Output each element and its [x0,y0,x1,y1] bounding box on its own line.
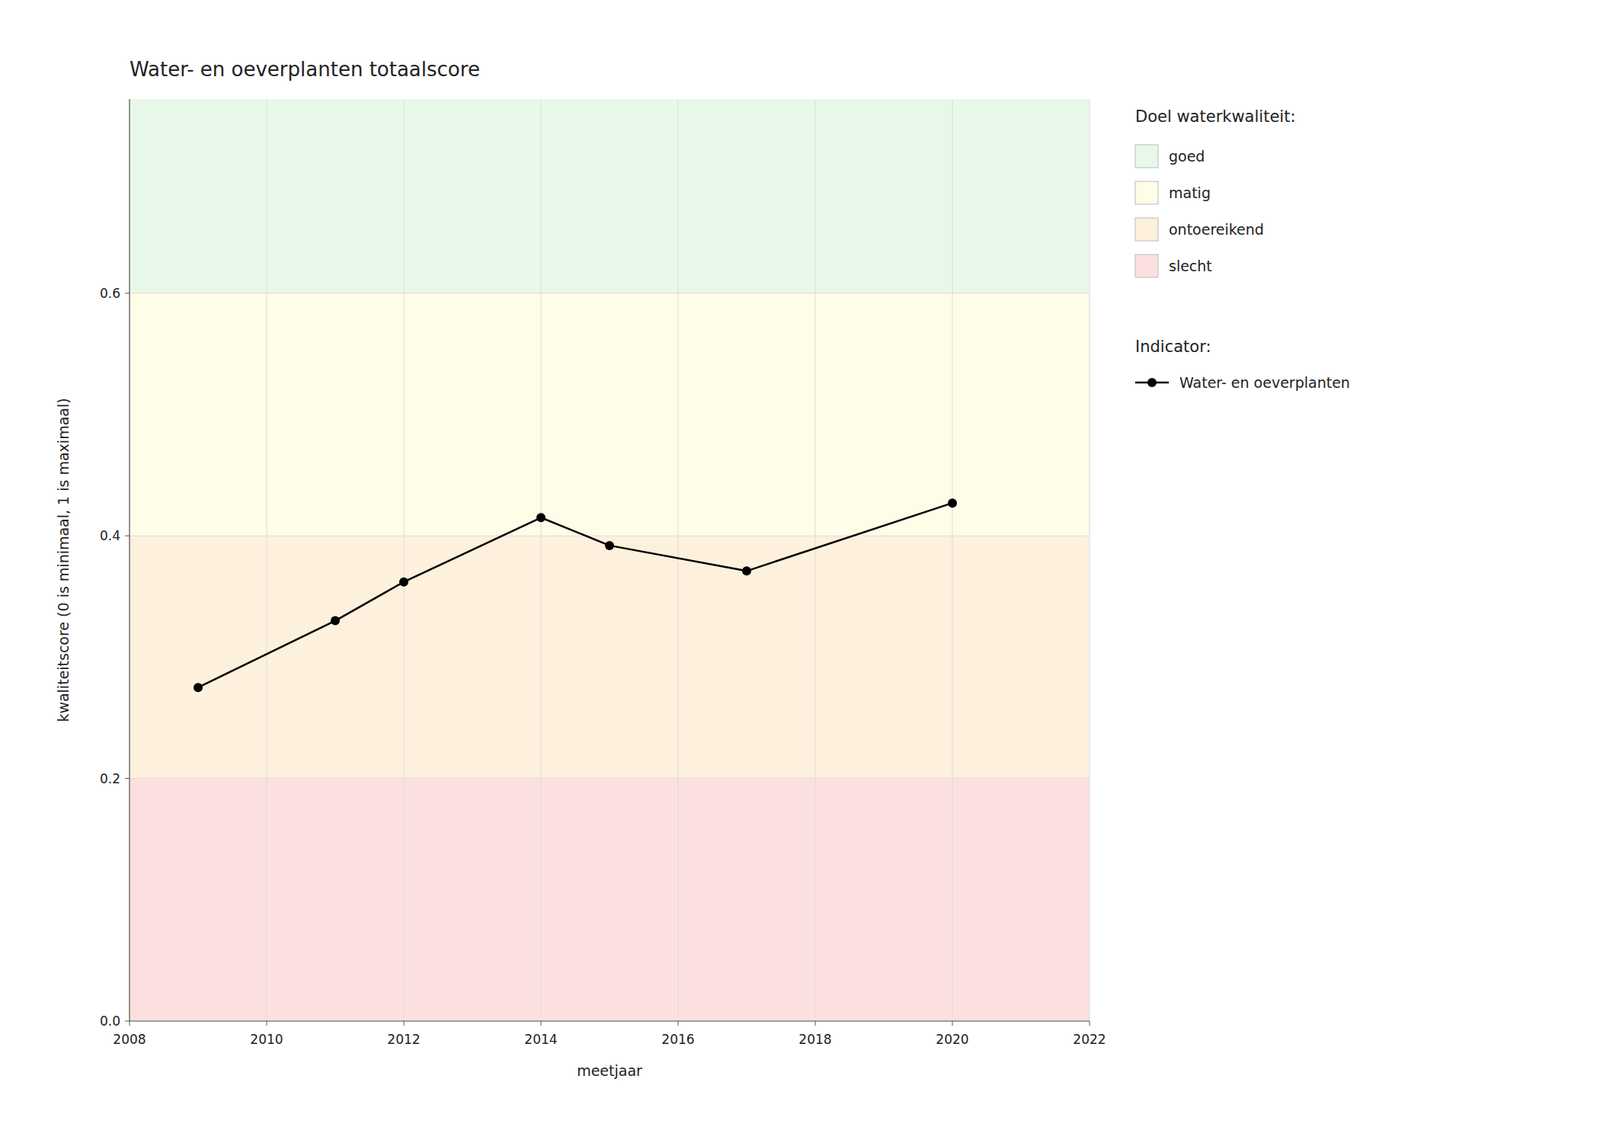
grid-line-x [1089,99,1091,1021]
x-tick [952,1020,954,1026]
x-tick-label: 2014 [524,1031,557,1047]
x-tick [129,1020,131,1026]
grid-line-x [403,99,405,1021]
grid-line-x [678,99,679,1021]
grid-line-x [540,99,542,1021]
grid [129,99,1090,1021]
line [198,502,953,688]
band [129,778,1090,1021]
legend-label: matig [1168,184,1211,202]
point [947,498,957,508]
x-tick-label: 2008 [112,1031,146,1047]
grid-line-x [952,99,954,1021]
x-tick [403,1020,405,1026]
point [604,540,615,551]
y-axis-label: kwaliteitscore (0 is minimaal, 1 is maxi… [54,397,72,722]
point [399,577,409,587]
grid-line-x [129,99,131,1021]
legend-label: Water- en oeverplanten [1179,374,1351,391]
legend-label: goed [1168,147,1205,165]
grid-line-x [266,99,268,1021]
series-group [193,498,957,692]
x-tick [815,1020,816,1026]
legend: Doel waterkwaliteit: goed matig ontoereiken… [1135,107,1351,391]
x-axis-label: meetjaar [576,1062,643,1079]
y-tick [124,1020,130,1022]
title: Water- en oeverplanten totaalscore [129,57,480,81]
y-axis-line [128,99,130,1021]
legend-title: Doel waterkwaliteit: [1135,107,1296,126]
x-tick-label: 2010 [249,1031,283,1047]
legend-swatch [1135,217,1159,241]
legend-marker [1147,377,1157,388]
point [536,512,546,522]
x-tick [678,1020,679,1026]
band [129,535,1090,778]
grid-line-y [129,777,1090,779]
point [330,616,340,626]
legend-label: slecht [1168,257,1213,275]
x-axis-line [129,1020,1090,1021]
x-tick [1089,1020,1091,1026]
chart: 2008 2010 2012 2014 2016 2018 2020 2022 0.0 0.2 0.… [0,0,1600,1143]
x-tick-label: 2018 [798,1031,832,1047]
y-tick [124,292,130,294]
x-tick-label: 2016 [661,1031,695,1047]
y-tick-label: 0.2 [99,771,121,787]
band [129,99,1090,294]
legend-swatch [1135,254,1159,278]
y-tick [124,535,130,537]
y-tick-label: 0.6 [99,285,121,301]
point [742,566,752,576]
x-tick [540,1020,542,1026]
grid-line-y [129,1020,1090,1022]
x-tick [266,1020,268,1026]
legend-swatch [1135,181,1159,205]
legend-swatch [1135,144,1159,168]
x-tick-label: 2020 [935,1031,969,1047]
x-tick-label: 2022 [1072,1031,1106,1047]
y-tick [124,777,130,779]
y-tick-label: 0.4 [99,528,121,544]
bands [129,99,1090,1021]
x-tick-label: 2012 [387,1031,420,1047]
legend-label: ontoereikend [1168,220,1264,238]
grid-line-y [129,535,1090,537]
grid-line-y [129,292,1090,294]
legend-title: Indicator: [1135,337,1212,356]
y-tick-label: 0.0 [99,1013,121,1029]
point [193,682,203,692]
band [129,293,1090,536]
grid-line-x [815,99,816,1021]
